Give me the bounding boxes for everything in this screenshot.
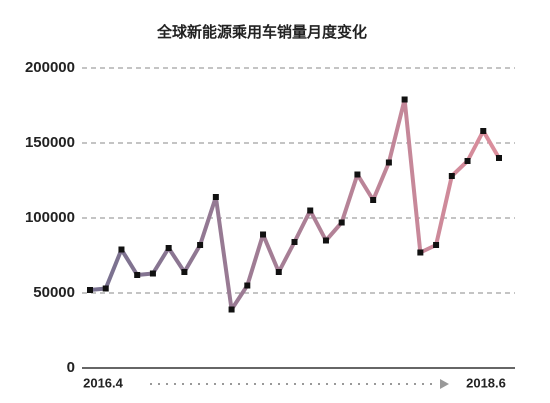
y-tick-label: 0 [67, 359, 75, 376]
y-tick-label: 100000 [25, 209, 75, 226]
data-point [212, 194, 219, 200]
axis-arrow [440, 379, 449, 389]
x-tick-label: 2018.6 [466, 375, 506, 390]
data-point [118, 246, 125, 253]
data-point [260, 231, 267, 238]
data-point [275, 269, 282, 275]
data-point [448, 173, 455, 179]
series-line [89, 97, 501, 312]
data-point [322, 237, 329, 244]
data-point [291, 239, 298, 245]
data-point [338, 219, 345, 226]
chart-title: 全球新能源乘用车销量月度变化 [156, 23, 367, 41]
data-point [165, 245, 172, 251]
data-point [102, 285, 109, 292]
data-point [197, 242, 204, 248]
data-point [181, 269, 188, 275]
x-tick-label: 2016.4 [83, 375, 124, 390]
data-point [496, 155, 502, 161]
data-point [401, 96, 408, 103]
data-point [354, 171, 361, 178]
data-point [464, 158, 471, 164]
data-point [385, 159, 392, 166]
data-point [228, 306, 235, 313]
data-point [149, 270, 156, 277]
data-point [417, 249, 424, 256]
data-point [244, 282, 251, 289]
y-tick-label: 200000 [25, 59, 75, 76]
data-point [480, 128, 487, 134]
data-point [370, 197, 377, 203]
data-point [433, 242, 440, 248]
data-point [87, 287, 93, 293]
data-point [307, 207, 314, 214]
y-tick-label: 50000 [33, 284, 75, 301]
data-point [134, 272, 141, 278]
y-tick-label: 150000 [25, 134, 75, 151]
